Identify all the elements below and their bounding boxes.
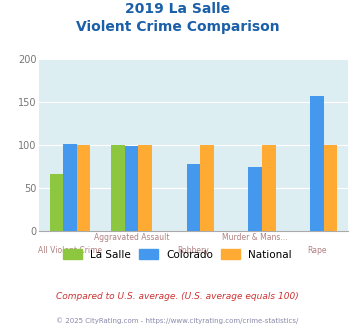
Text: © 2025 CityRating.com - https://www.cityrating.com/crime-statistics/: © 2025 CityRating.com - https://www.city… (56, 317, 299, 324)
Text: Violent Crime Comparison: Violent Crime Comparison (76, 20, 279, 34)
Bar (310, 96, 324, 231)
Text: Murder & Mans...: Murder & Mans... (223, 233, 288, 242)
Bar (77, 145, 90, 231)
Legend: La Salle, Colorado, National: La Salle, Colorado, National (59, 245, 296, 264)
Bar (324, 145, 337, 231)
Bar (248, 167, 262, 231)
Text: All Violent Crime: All Violent Crime (38, 246, 102, 255)
Bar (262, 145, 275, 231)
Bar (125, 146, 138, 231)
Bar (63, 144, 77, 231)
Bar (50, 174, 63, 231)
Bar (200, 145, 214, 231)
Bar (187, 164, 200, 231)
Text: Compared to U.S. average. (U.S. average equals 100): Compared to U.S. average. (U.S. average … (56, 292, 299, 301)
Text: 2019 La Salle: 2019 La Salle (125, 2, 230, 16)
Text: Robbery: Robbery (178, 246, 209, 255)
Text: Rape: Rape (307, 246, 327, 255)
Bar (111, 145, 125, 231)
Text: Aggravated Assault: Aggravated Assault (94, 233, 169, 242)
Bar (138, 145, 152, 231)
